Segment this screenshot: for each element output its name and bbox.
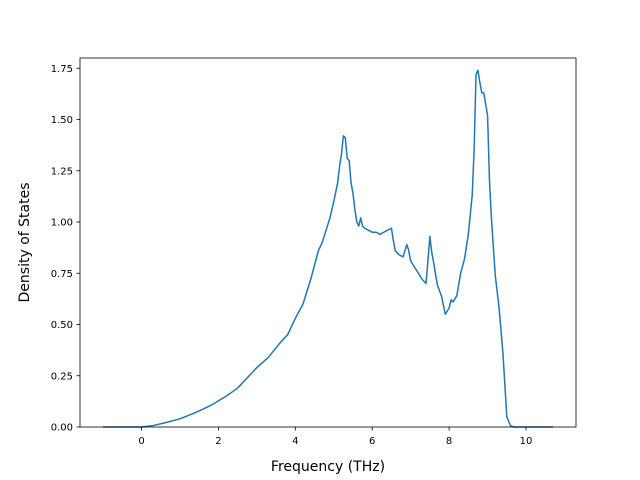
x-tick-label: 2 [215,436,221,447]
y-axis-ticks: 0.00 0.25 0.50 0.75 1.00 1.25 1.50 1.75 [51,64,80,434]
y-tick-label: 0.00 [51,423,73,434]
x-tick-label: 6 [369,436,375,447]
x-axis-ticks: 0 2 4 6 8 10 [138,427,532,447]
y-axis-label: Density of States [17,183,33,303]
y-tick-label: 1.25 [51,166,73,177]
y-tick-label: 1.50 [51,115,73,126]
y-tick-label: 0.25 [51,371,73,382]
x-tick-label: 0 [138,436,144,447]
y-tick-label: 0.75 [51,269,73,280]
y-tick-label: 1.75 [51,64,73,75]
x-tick-label: 8 [446,436,452,447]
x-axis-label: Frequency (THz) [271,459,385,475]
y-tick-label: 1.00 [51,218,73,229]
series-line-0 [103,69,553,428]
axes-frame [79,57,577,428]
x-tick-label: 4 [292,436,298,447]
plot-area [103,69,553,428]
y-tick-label: 0.50 [51,320,73,331]
x-tick-label: 10 [520,436,533,447]
